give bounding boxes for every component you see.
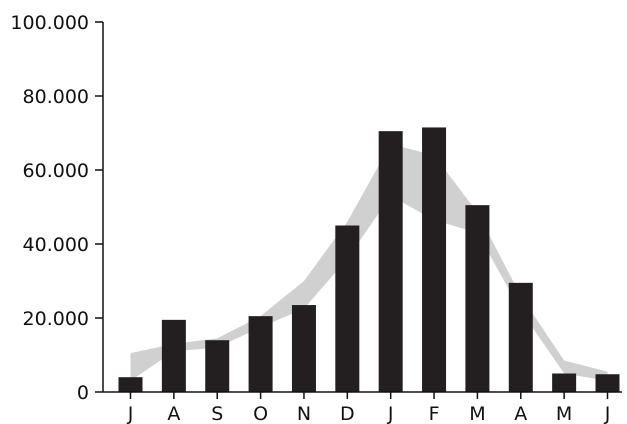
bars-layer bbox=[118, 127, 620, 392]
bar-11 bbox=[552, 373, 577, 392]
bar-3 bbox=[205, 340, 230, 392]
x-tick-label: M bbox=[469, 403, 485, 424]
x-tick-label: F bbox=[429, 403, 440, 424]
x-tick-label: O bbox=[253, 403, 268, 424]
tick-labels-layer: 0 20.000 40.000 60.000 80.000 100.000 J A S O N D J F… bbox=[10, 12, 610, 424]
bar-6 bbox=[335, 225, 360, 392]
bar-5 bbox=[291, 305, 316, 392]
x-tick-label: A bbox=[167, 403, 180, 424]
x-tick-label: D bbox=[340, 403, 355, 424]
bar-4 bbox=[248, 316, 273, 392]
bar-7 bbox=[378, 131, 403, 392]
bar-12 bbox=[595, 374, 620, 392]
y-tick-label: 20.000 bbox=[23, 308, 89, 330]
bar-8 bbox=[422, 127, 447, 392]
x-tick-label: J bbox=[127, 403, 134, 424]
axes-layer bbox=[95, 21, 622, 399]
y-tick-label: 40.000 bbox=[23, 234, 89, 256]
bar-2 bbox=[161, 319, 186, 392]
x-tick-label: M bbox=[556, 403, 572, 424]
x-tick-label: J bbox=[387, 403, 394, 424]
x-tick-label: J bbox=[604, 403, 611, 424]
y-tick-label: 100.000 bbox=[10, 12, 89, 34]
y-tick-label: 60.000 bbox=[23, 160, 89, 182]
x-tick-label: N bbox=[297, 403, 311, 424]
y-tick-label: 0 bbox=[77, 382, 89, 404]
range-band bbox=[130, 144, 608, 381]
bar-9 bbox=[465, 205, 490, 392]
x-tick-label: S bbox=[211, 403, 223, 424]
range-band-layer bbox=[130, 144, 608, 381]
bar-10 bbox=[508, 282, 533, 392]
bar-1 bbox=[118, 377, 143, 392]
y-tick-label: 80.000 bbox=[23, 86, 89, 108]
x-tick-label: A bbox=[514, 403, 527, 424]
